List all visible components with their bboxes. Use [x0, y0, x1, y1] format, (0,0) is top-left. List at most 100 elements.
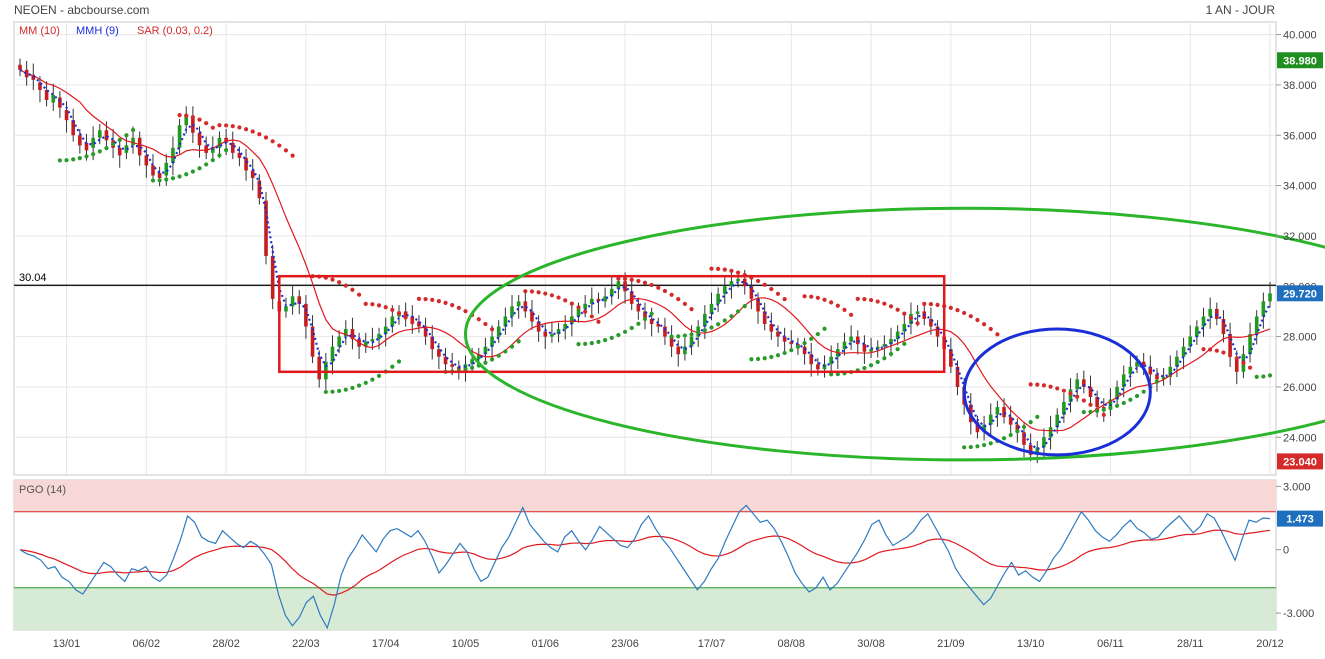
candle-body	[104, 130, 109, 141]
period-label: 1 AN - JOUR	[1206, 3, 1276, 17]
sar-dot	[1247, 365, 1253, 370]
sar-dot	[390, 307, 395, 313]
candle-body	[1148, 366, 1153, 375]
sar-dot	[463, 309, 468, 314]
candle-body	[257, 180, 262, 199]
sar-dot	[809, 294, 814, 299]
sar-dot	[1154, 379, 1160, 384]
sar-dot	[224, 147, 229, 153]
sar-dot	[962, 310, 967, 316]
sar-dot	[270, 139, 275, 144]
candle-body	[1022, 432, 1026, 445]
pgo-badge	[1277, 510, 1323, 527]
sar-dot	[629, 325, 634, 331]
sar-dot	[376, 373, 382, 378]
sar-dot	[516, 339, 521, 344]
candle-body	[437, 349, 441, 357]
sar-dot	[642, 316, 648, 322]
sar-dot	[755, 356, 761, 362]
sar-dot	[1068, 391, 1073, 396]
sar-dot	[709, 325, 714, 330]
candle-body	[929, 318, 933, 327]
candle-body	[290, 296, 295, 307]
candle-body	[1062, 402, 1066, 415]
candle-body	[616, 281, 621, 289]
candle-body	[124, 145, 129, 153]
candle-body	[476, 354, 481, 360]
x-tick-label: 21/09	[937, 638, 965, 650]
x-tick-label: 08/08	[778, 638, 806, 650]
x-tick-label: 01/06	[532, 638, 560, 650]
sar-dot	[1141, 389, 1146, 394]
candle-body	[629, 291, 634, 304]
sar-dot	[197, 166, 202, 171]
sar-dot	[184, 172, 189, 177]
reference-line-label: 30.04	[19, 272, 47, 284]
candle-body	[71, 120, 75, 136]
sar-dot	[509, 344, 515, 349]
x-tick-label: 17/04	[372, 638, 400, 650]
sar-dot	[1254, 374, 1259, 379]
sar-dot	[583, 341, 588, 346]
sar-dot	[403, 315, 408, 320]
sar-dot	[84, 154, 89, 159]
sar-dot	[1008, 432, 1013, 438]
candle-body	[264, 200, 268, 257]
candle-body	[1181, 346, 1186, 357]
candle-body	[889, 339, 893, 345]
candle-body	[443, 356, 448, 365]
sar-dot	[250, 129, 255, 134]
candle-body	[842, 341, 847, 350]
sar-dot	[410, 320, 415, 325]
sar-dot	[283, 148, 289, 153]
price-y-tick-label: 26.000	[1283, 382, 1317, 394]
candle-body	[317, 356, 322, 380]
sar-dot	[470, 365, 475, 370]
sar-dot	[795, 344, 801, 350]
x-tick-label: 10/05	[452, 638, 480, 650]
candle-body	[390, 316, 395, 327]
candle-body	[337, 336, 341, 347]
candle-body	[171, 147, 175, 163]
sar-dot	[862, 297, 867, 302]
candle-body	[656, 324, 661, 327]
candle-body	[91, 137, 95, 148]
sar-dot	[689, 332, 694, 337]
sar-dot	[1028, 382, 1033, 387]
candle-body	[762, 311, 767, 324]
candle-body	[410, 316, 415, 322]
price-y-tick-label: 24.000	[1283, 432, 1317, 444]
candle-body	[643, 311, 647, 319]
candle-body	[510, 306, 514, 317]
sar-dot	[396, 359, 402, 364]
candle-body	[1042, 437, 1046, 448]
candle-body	[1055, 414, 1060, 428]
pgo-y-tick-label: -3.000	[1283, 608, 1314, 620]
sar-dot	[1234, 356, 1239, 361]
sar-dot	[981, 322, 987, 327]
candle-body	[1095, 396, 1099, 408]
candle-body	[1035, 447, 1040, 455]
sar-dot	[1088, 402, 1093, 407]
candle-body	[363, 341, 368, 347]
sar-dot	[789, 348, 794, 353]
candle-body	[1115, 386, 1119, 400]
sar-dot	[1055, 386, 1060, 391]
sar-dot	[995, 332, 1000, 337]
sar-dot	[882, 356, 887, 361]
sar-dot	[749, 357, 754, 362]
sar-dot	[150, 178, 156, 183]
candle-body	[816, 364, 820, 370]
sar-dot	[104, 145, 109, 151]
oversold-zone	[14, 587, 1276, 630]
candle-body	[237, 152, 242, 158]
candle-body	[829, 356, 833, 365]
range-rectangle	[278, 274, 946, 374]
sar-dot	[1267, 373, 1273, 378]
candle-body	[403, 311, 408, 317]
candle-body	[590, 298, 594, 304]
sar-dot	[689, 307, 694, 312]
sar-dot	[416, 296, 422, 301]
sar-dot	[330, 277, 335, 282]
